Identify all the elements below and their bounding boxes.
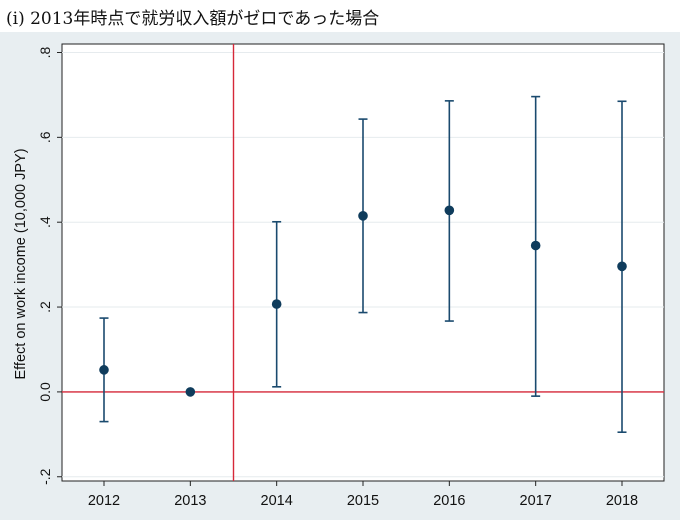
y-axis-label: Effect on work income (10,000 JPY) [13,148,29,379]
y-tick-label: .8 [37,46,53,58]
reference-lines [62,44,664,481]
data-point [358,211,368,221]
data-points [99,205,627,397]
figure-caption: (i) 2013年時点で就労収入額がゼロであった場合 [6,9,380,29]
y-tick-label: -.2 [37,468,53,485]
data-point [444,205,455,216]
x-tick-label: 2018 [606,493,638,509]
x-tick-label: 2014 [261,493,293,509]
x-tick-label: 2017 [520,493,552,509]
x-tick-label: 2013 [174,493,206,509]
y-tick-label: .6 [37,131,53,143]
data-point [185,387,196,397]
data-point [530,240,541,251]
y-tick-label: .2 [37,301,53,313]
x-axis: 2012 2013 2014 2015 2016 2017 2018 [88,481,638,509]
y-axis: -.2 0.0 .2 .4 .6 .8 [37,46,62,485]
data-point [99,365,109,375]
y-tick-label: .4 [37,216,53,228]
x-tick-label: 2016 [433,493,465,509]
data-point [271,299,282,309]
data-point [617,261,627,272]
y-tick-label: 0.0 [37,382,53,402]
x-tick-label: 2015 [347,493,379,509]
x-tick-label: 2012 [88,493,120,509]
